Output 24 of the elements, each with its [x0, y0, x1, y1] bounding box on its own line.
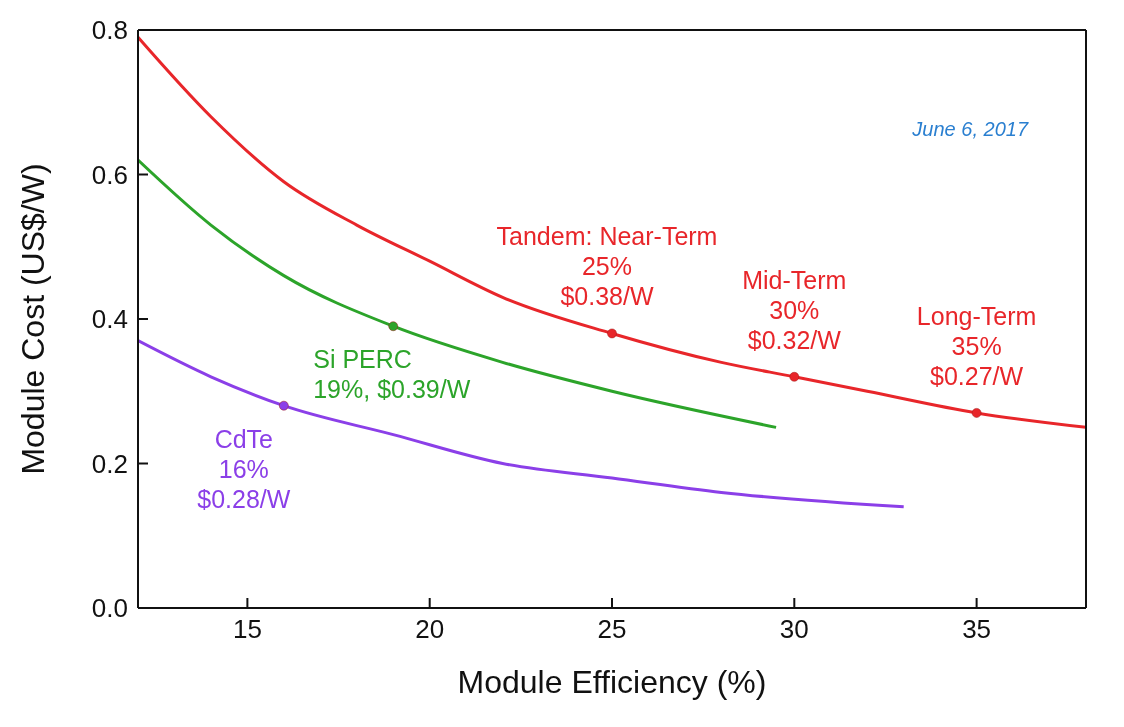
y-tick-label: 0.8 [91, 15, 128, 46]
y-tick-label: 0.6 [91, 159, 128, 190]
annotation: Si PERC 19%, $0.39/W [313, 345, 471, 404]
line-series [138, 35, 1086, 429]
x-tick-label: 25 [597, 614, 627, 645]
x-tick-label: 20 [415, 614, 445, 645]
x-tick-label: 15 [232, 614, 262, 645]
annotation: Mid-Term 30% $0.32/W [742, 265, 847, 354]
y-tick-label: 0.4 [91, 304, 128, 335]
x-tick-label: 30 [779, 614, 809, 645]
point [971, 407, 982, 418]
y-tick-label: 0.0 [91, 593, 128, 624]
point [278, 400, 289, 411]
annotation: Tandem: Near-Term 25% $0.38/W [496, 222, 718, 311]
y-axis-title: Module Cost (US$/W) [15, 163, 52, 475]
annotation: June 6, 2017 [912, 118, 1028, 141]
x-axis-title: Module Efficiency (%) [457, 664, 767, 700]
y-tick-label: 0.2 [91, 448, 128, 479]
annotation: Long-Term 35% $0.27/W [916, 301, 1037, 390]
point [789, 371, 800, 382]
x-tick-label: 35 [962, 614, 992, 645]
point [388, 321, 399, 332]
point [606, 328, 618, 339]
annotation: CdTe 16% $0.28/W [197, 424, 291, 513]
